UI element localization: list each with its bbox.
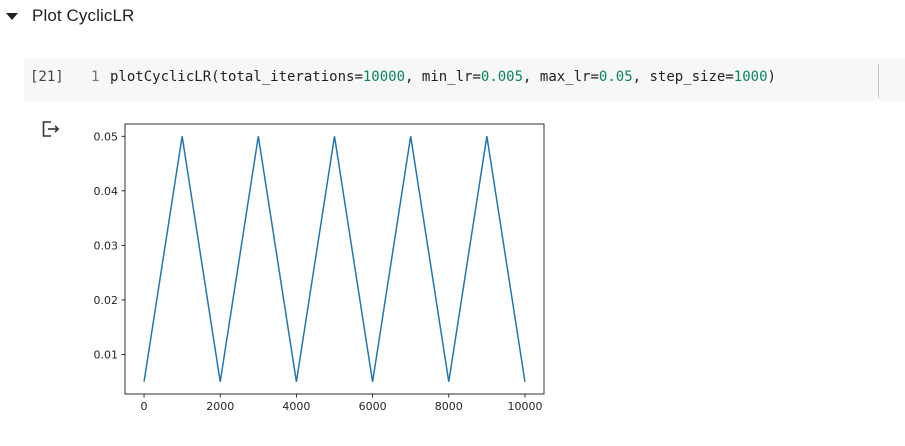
cyclic-lr-chart: 0 2000 4000 6000 8000 10000 0.01 0.02 0.03 0.04 0.… (94, 123, 545, 413)
code-editor[interactable]: 1 plotCyclicLR(total_iterations=10000, m… (87, 59, 879, 101)
code-arg-step-size: , step_size= (632, 69, 734, 85)
series-line-0 (143, 136, 526, 382)
caret-down-icon[interactable] (6, 13, 18, 20)
code-arg-total-iterations: total_iterations= (219, 69, 363, 85)
code-close-paren: ) (767, 69, 776, 85)
y-tick-label: 0.05 (94, 130, 119, 143)
x-tick-label: 0 (141, 400, 148, 413)
code-arg-min-lr: , min_lr= (405, 69, 481, 85)
x-tick-label: 8000 (435, 400, 463, 413)
output-plot: 0 2000 4000 6000 8000 10000 0.01 0.02 0.03 0.04 0.… (80, 118, 555, 428)
y-tick-label: 0.02 (94, 294, 119, 307)
y-tick-label: 0.01 (94, 348, 119, 361)
code-func: plotCyclicLR( (110, 69, 220, 85)
code-cell[interactable]: [21] 1 plotCyclicLR(total_iterations=100… (24, 59, 905, 101)
code-value-total-iterations: 10000 (362, 69, 406, 85)
x-tick-label: 4000 (282, 400, 310, 413)
editor-scroll-divider (878, 64, 879, 98)
y-tick-label: 0.04 (94, 185, 119, 198)
code-line[interactable]: plotCyclicLR(total_iterations=10000, min… (110, 69, 776, 85)
section-title: Plot CyclicLR (32, 6, 135, 25)
x-tick-label: 6000 (359, 400, 387, 413)
x-tick-label: 2000 (206, 400, 234, 413)
x-tick-label: 10000 (507, 400, 542, 413)
line-number: 1 (91, 69, 100, 85)
code-value-max-lr: 0.05 (598, 69, 633, 85)
y-tick-label: 0.03 (94, 239, 119, 252)
output-redirect-icon[interactable] (41, 120, 61, 138)
execution-count: [21] (30, 69, 64, 85)
section-header[interactable]: Plot CyclicLR (6, 4, 134, 28)
plot-frame (124, 123, 545, 395)
code-arg-max-lr: , max_lr= (523, 69, 599, 85)
code-value-min-lr: 0.005 (480, 69, 524, 85)
code-value-step-size: 1000 (733, 69, 768, 85)
